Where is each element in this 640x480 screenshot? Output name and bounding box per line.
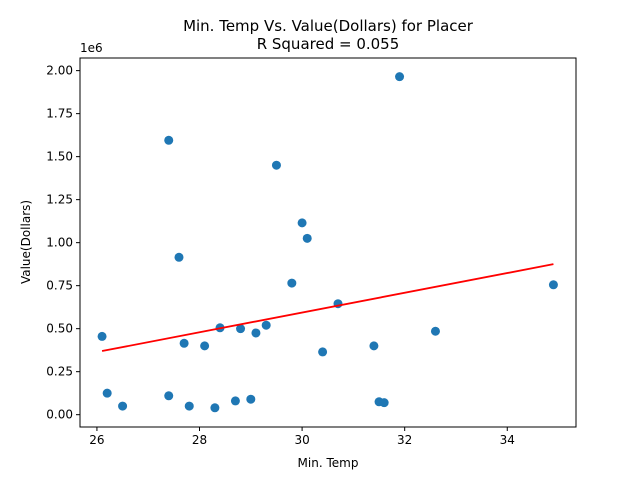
data-point: [251, 328, 261, 338]
x-tick-label: 30: [294, 433, 309, 447]
data-point: [174, 252, 184, 262]
chart-title-line2: R Squared = 0.055: [257, 35, 400, 53]
y-tick-label: 1.00: [46, 236, 73, 250]
x-axis-label: Min. Temp: [298, 456, 359, 470]
chart-title-line1: Min. Temp Vs. Value(Dollars) for Placer: [183, 17, 474, 35]
x-tick-label: 28: [192, 433, 207, 447]
y-tick-label: 1.75: [46, 107, 73, 121]
data-point: [548, 280, 558, 290]
y-tick-label: 2.00: [46, 64, 73, 78]
x-tick-label: 32: [397, 433, 412, 447]
data-point: [261, 320, 271, 330]
data-point: [302, 233, 312, 243]
y-tick-label: 0.75: [46, 279, 73, 293]
x-tick-label: 26: [89, 433, 104, 447]
x-tick-label: 34: [500, 433, 515, 447]
data-point: [118, 401, 128, 411]
data-point: [430, 326, 440, 336]
y-tick-label: 0.50: [46, 322, 73, 336]
data-point: [97, 331, 107, 341]
data-point: [184, 401, 194, 411]
data-point: [230, 396, 240, 406]
data-point: [179, 338, 189, 348]
y-axis-label: Value(Dollars): [19, 200, 33, 284]
y-tick-label: 1.25: [46, 193, 73, 207]
data-point: [369, 341, 379, 351]
data-point: [395, 72, 405, 82]
y-offset-label: 1e6: [80, 41, 103, 55]
y-tick-label: 0.00: [46, 408, 73, 422]
data-point: [297, 218, 307, 228]
data-point: [210, 403, 220, 413]
data-point: [287, 278, 297, 288]
data-point: [271, 160, 281, 170]
regression-line: [101, 263, 554, 352]
data-point: [164, 135, 174, 145]
data-point: [379, 398, 389, 408]
data-point: [236, 324, 246, 334]
plot-area: 26 28 30 32 34 0.00 0.25 0.50 0.75 1.00 1.25 1.50 1.…: [46, 57, 577, 447]
y-tick-label: 1.50: [46, 150, 73, 164]
data-point: [318, 347, 328, 357]
data-point: [102, 388, 112, 398]
data-point: [246, 394, 256, 404]
y-tick-label: 0.25: [46, 365, 73, 379]
data-point: [164, 391, 174, 401]
data-point: [200, 341, 210, 351]
